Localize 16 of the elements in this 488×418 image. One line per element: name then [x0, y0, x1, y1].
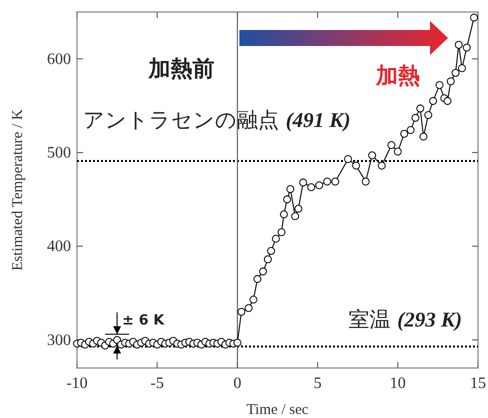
x-tick-label: 10: [390, 375, 406, 392]
y-axis-title: Estimated Temperature / K: [10, 109, 26, 271]
annotation: 加熱前: [147, 57, 214, 82]
annotation: 加熱: [374, 64, 420, 90]
ref-line-label: 室温 (293 K): [348, 307, 462, 332]
x-tick-label: 0: [233, 375, 242, 392]
x-tick-label: 5: [314, 375, 322, 392]
x-tick-label: 15: [470, 375, 486, 392]
x-tick-label: -5: [150, 375, 164, 392]
x-axis-title: Time / sec: [246, 402, 309, 418]
x-tick-label: -10: [66, 375, 88, 392]
y-tick-label: 500: [47, 144, 71, 162]
annotation: ± 6 K: [122, 312, 166, 328]
y-tick-label: 300: [47, 332, 71, 349]
y-tick-label: 600: [47, 50, 71, 68]
y-tick-label: 400: [47, 238, 71, 256]
